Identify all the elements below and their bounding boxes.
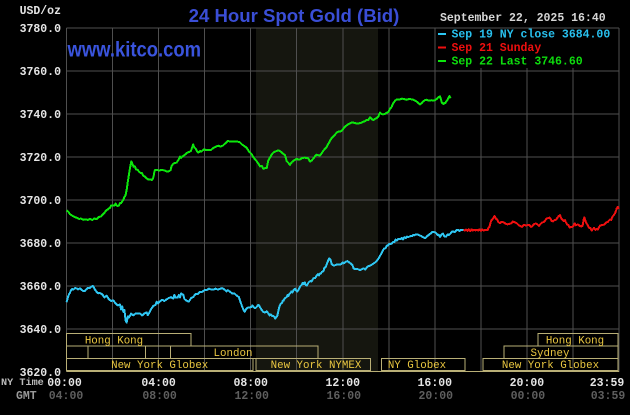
svg-text:Sep 21 Sunday: Sep 21 Sunday — [452, 42, 542, 55]
svg-text:Sep 22 Last 3746.60: Sep 22 Last 3746.60 — [452, 56, 583, 69]
svg-text:12:00: 12:00 — [326, 377, 361, 390]
svg-text:NY Globex: NY Globex — [388, 360, 446, 372]
svg-text:www.kitco.com: www.kitco.com — [67, 38, 201, 61]
svg-text:USD/oz: USD/oz — [20, 5, 62, 18]
svg-text:Sep 19 NY close 3684.00: Sep 19 NY close 3684.00 — [452, 29, 611, 42]
svg-text:London: London — [214, 348, 253, 360]
svg-text:3620.0: 3620.0 — [20, 367, 62, 380]
svg-text:16:00: 16:00 — [327, 390, 362, 403]
svg-text:20:00: 20:00 — [419, 390, 454, 403]
svg-text:00:00: 00:00 — [47, 377, 82, 390]
svg-text:00:00: 00:00 — [511, 390, 546, 403]
svg-text:04:00: 04:00 — [49, 390, 84, 403]
svg-text:3680.0: 3680.0 — [20, 238, 62, 251]
svg-text:September 22, 2025 16:40: September 22, 2025 16:40 — [440, 12, 606, 25]
svg-text:20:00: 20:00 — [510, 377, 545, 390]
svg-text:3740.0: 3740.0 — [20, 109, 62, 122]
svg-text:3660.0: 3660.0 — [20, 281, 62, 294]
svg-text:08:00: 08:00 — [233, 377, 268, 390]
svg-text:08:00: 08:00 — [142, 390, 177, 403]
svg-text:16:00: 16:00 — [418, 377, 453, 390]
svg-text:12:00: 12:00 — [234, 390, 269, 403]
svg-text:3760.0: 3760.0 — [20, 66, 62, 79]
svg-text:New York NYMEX: New York NYMEX — [271, 360, 362, 372]
svg-text:3780.0: 3780.0 — [20, 23, 62, 36]
svg-text:NY Time: NY Time — [1, 377, 44, 389]
svg-text:New York Globex: New York Globex — [502, 360, 599, 372]
svg-text:23:59: 23:59 — [590, 377, 625, 390]
svg-text:3640.0: 3640.0 — [20, 324, 62, 337]
svg-text:3720.0: 3720.0 — [20, 152, 62, 165]
svg-text:New York Globex: New York Globex — [111, 360, 208, 372]
svg-text:Sydney: Sydney — [531, 348, 570, 360]
svg-text:04:00: 04:00 — [141, 377, 176, 390]
svg-text:24 Hour Spot Gold (Bid): 24 Hour Spot Gold (Bid) — [189, 5, 400, 26]
svg-text:GMT: GMT — [16, 390, 37, 403]
svg-text:03:59: 03:59 — [591, 390, 626, 403]
svg-text:3700.0: 3700.0 — [20, 195, 62, 208]
svg-text:Hong Kong: Hong Kong — [85, 336, 143, 348]
svg-text:Hong Kong: Hong Kong — [546, 336, 604, 348]
